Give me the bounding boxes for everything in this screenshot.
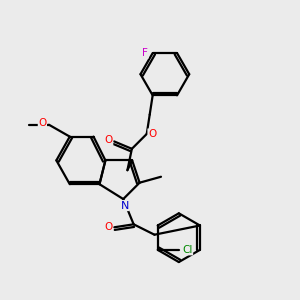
Text: O: O xyxy=(105,135,113,145)
Text: O: O xyxy=(38,118,46,128)
Text: F: F xyxy=(142,48,148,58)
Text: O: O xyxy=(148,129,156,139)
Text: N: N xyxy=(121,201,129,211)
Text: Cl: Cl xyxy=(182,245,193,255)
Text: O: O xyxy=(104,222,112,232)
